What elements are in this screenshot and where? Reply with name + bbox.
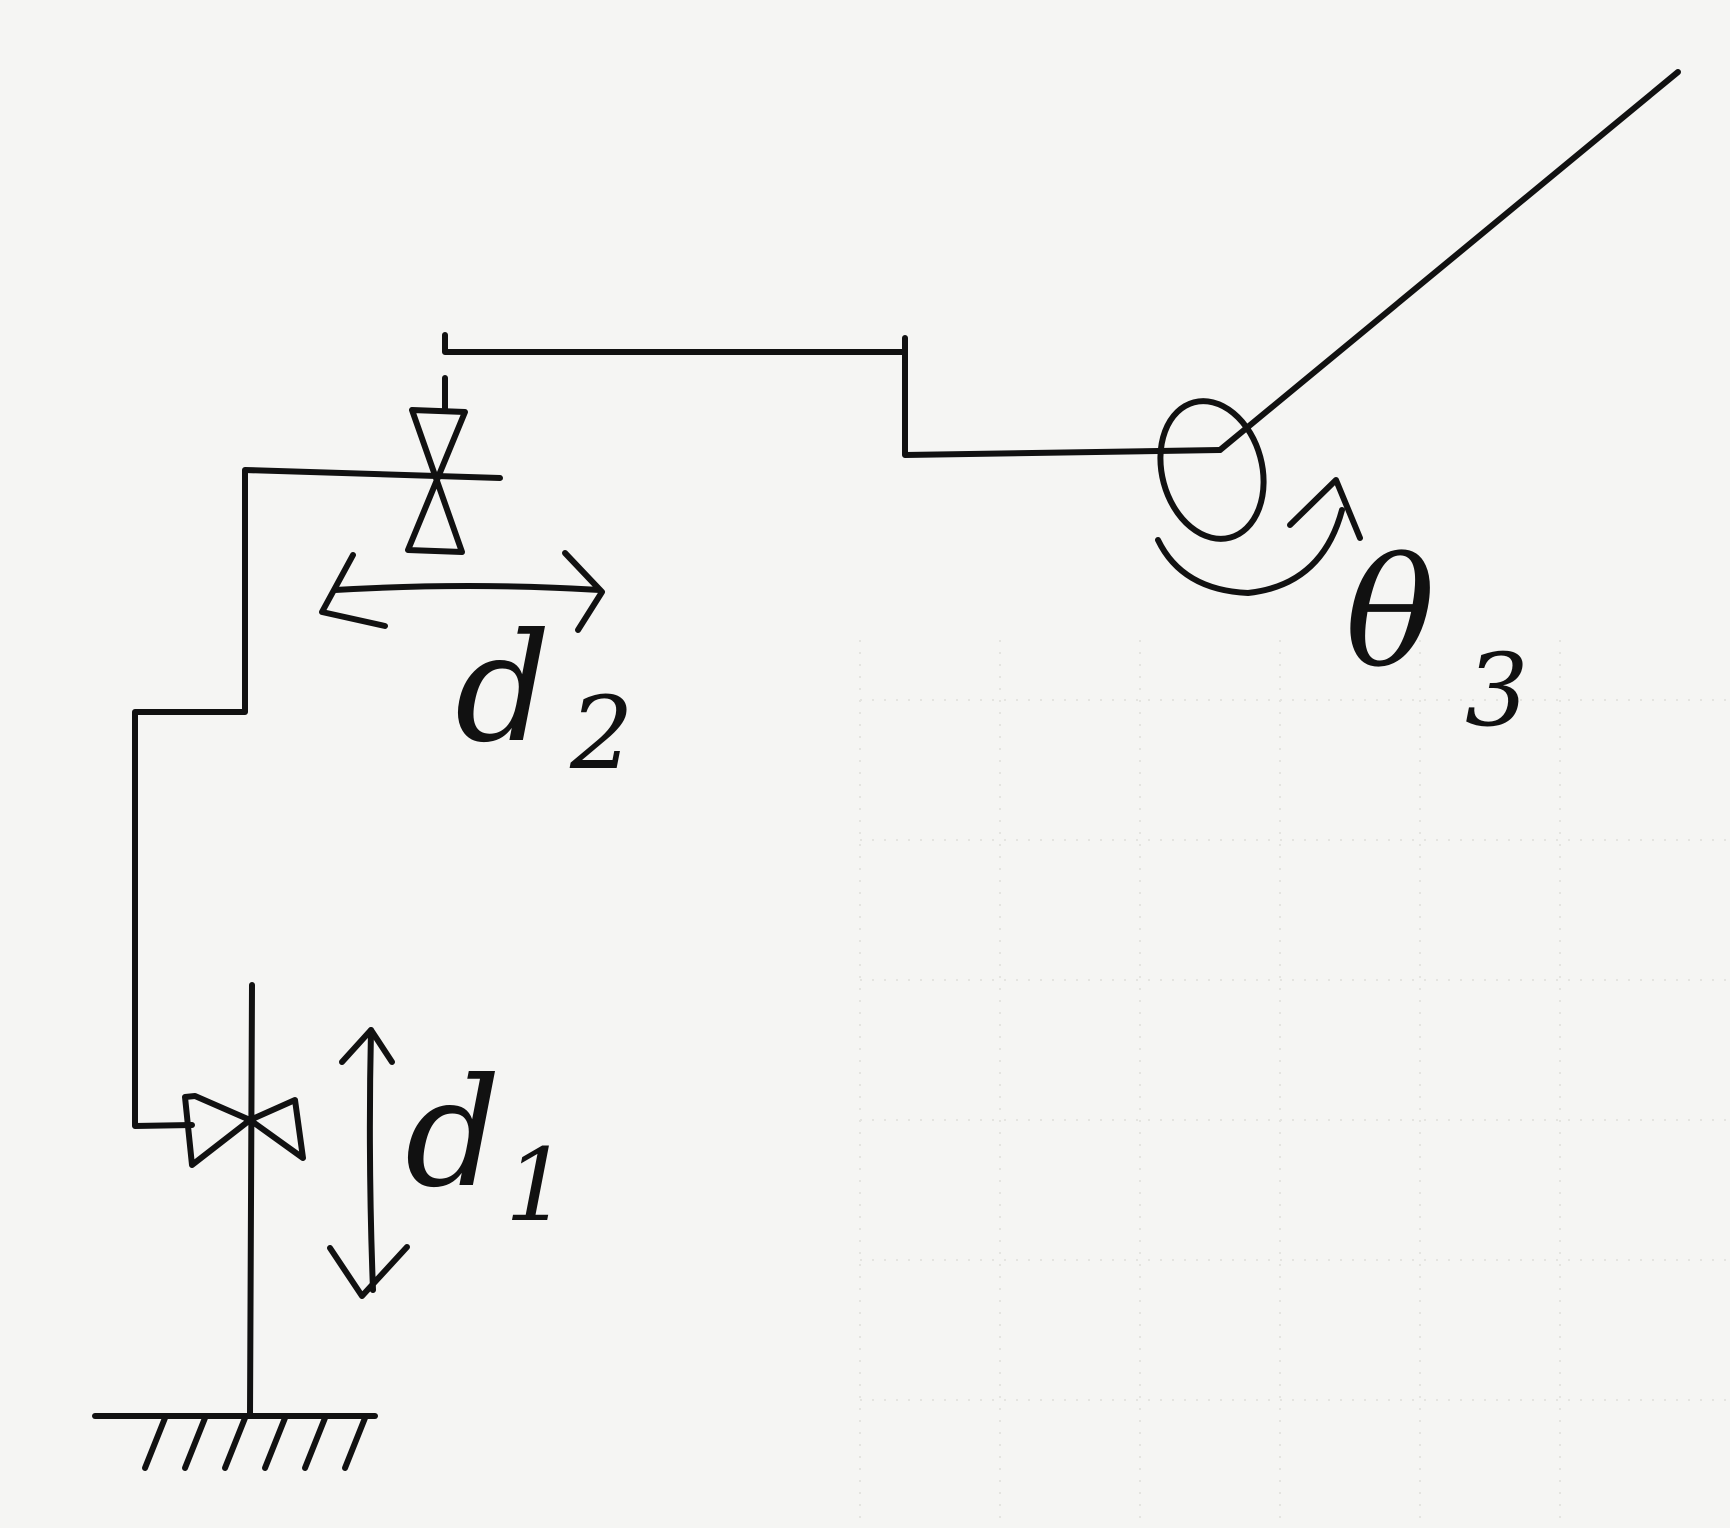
- prismatic-joint-2: [405, 375, 468, 555]
- d1-motion-arrow: [327, 1027, 410, 1299]
- theta3-rotation-arrow: [1155, 477, 1363, 596]
- d1-label: d: [405, 1047, 501, 1221]
- d2-motion-arrow: [319, 550, 605, 633]
- base-rail: [247, 982, 255, 1419]
- d2-label: d: [455, 602, 551, 776]
- theta3-label: θ: [1345, 527, 1435, 701]
- ground-symbol: [92, 1413, 378, 1471]
- d2-label-subscript: 2: [569, 675, 634, 792]
- link-2: [442, 332, 1223, 458]
- d1-label-subscript: 1: [505, 1127, 569, 1244]
- prismatic-joint-1: [182, 1093, 306, 1168]
- revolute-joint-3: [1157, 69, 1681, 542]
- theta3-label-subscript: 3: [1465, 632, 1529, 749]
- paper-grid: [859, 640, 1730, 1528]
- link-1: [132, 467, 503, 1129]
